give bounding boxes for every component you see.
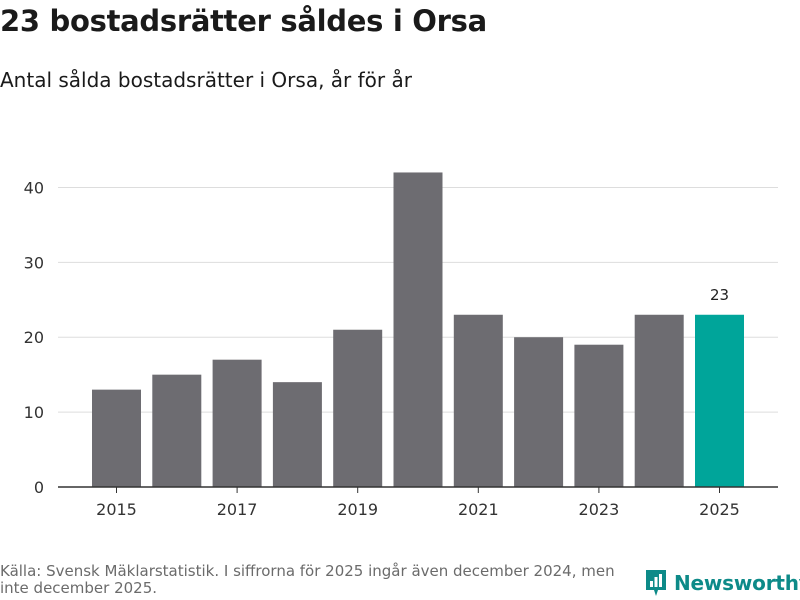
chart-subtitle: Antal sålda bostadsrätter i Orsa, år för…: [0, 68, 412, 92]
y-tick-label: 40: [24, 178, 44, 197]
bar-2025: [695, 314, 744, 487]
bar-2020: [393, 172, 443, 487]
x-tick-label: 2025: [699, 500, 740, 519]
x-tick-label: 2017: [217, 500, 258, 519]
bar-2021: [453, 314, 503, 487]
y-tick-label: 10: [24, 403, 44, 422]
bar-2019: [333, 329, 383, 487]
x-tick-label: 2019: [337, 500, 378, 519]
brand-name: Newsworthy: [674, 571, 800, 595]
y-tick-label: 20: [24, 328, 44, 347]
bar-2015: [92, 389, 141, 487]
bar-2016: [152, 374, 202, 487]
bar-2024: [634, 314, 684, 487]
bar-2017: [212, 359, 262, 487]
y-tick-label: 0: [34, 478, 44, 497]
data-label: 23: [710, 286, 729, 304]
bar-2023: [574, 344, 624, 487]
x-tick-label: 2021: [458, 500, 499, 519]
x-tick-label: 2023: [579, 500, 620, 519]
bar-2018: [272, 382, 322, 487]
y-tick-label: 30: [24, 253, 44, 272]
x-tick-label: 2015: [96, 500, 137, 519]
source-note: Källa: Svensk Mäklarstatistik. I siffror…: [0, 562, 615, 597]
newsworthy-logo-icon: [646, 570, 666, 596]
newsworthy-logo[interactable]: Newsworthy: [644, 568, 800, 598]
chart-title: 23 bostadsrätter såldes i Orsa: [0, 4, 487, 38]
bar-2022: [514, 337, 564, 487]
